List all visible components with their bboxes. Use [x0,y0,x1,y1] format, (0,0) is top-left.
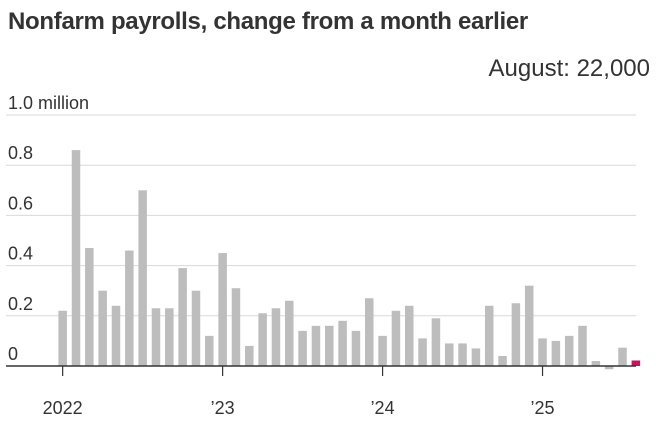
bar [271,308,281,366]
bar [85,248,94,366]
bar [151,308,161,366]
bar [138,190,147,366]
bar [351,330,361,366]
bar [631,360,641,366]
bar [231,288,241,366]
y-tick-label: 0 [8,344,18,364]
bar [245,345,254,366]
bar [405,305,414,366]
bar [591,360,601,366]
y-axis-ticks: 1.0 million 0.8 0.6 0.4 0.2 0 [8,93,89,364]
bar [218,253,227,366]
bar [564,335,574,366]
bar [258,313,267,366]
bar [125,250,134,366]
x-tick-label: 2022 [43,398,83,418]
bar [205,335,214,366]
y-tick-label: 0.6 [8,193,33,213]
y-tick-label: 0.2 [8,294,33,314]
x-tick-label: ’23 [211,398,235,418]
bar [325,325,334,366]
bar [58,310,67,366]
x-tick-label: ’24 [371,398,395,418]
latest-value-annotation: August: 22,000 [488,55,650,82]
x-axis-ticks: 2022 ’23 ’24 ’25 [43,366,555,418]
bar [418,338,427,366]
bar [111,305,121,366]
bar [551,340,561,366]
x-tick-label: ’25 [531,398,555,418]
bar [298,330,307,366]
bar [98,290,107,366]
bar [444,343,454,366]
bar [391,310,401,366]
chart-title: Nonfarm payrolls, change from a month ea… [8,8,528,35]
bar [378,335,387,366]
y-tick-label: 0.8 [8,143,33,163]
bar [431,318,441,366]
bar [471,348,481,366]
bar [191,290,201,366]
bar [604,366,614,370]
y-tick-label: 1.0 million [8,93,89,113]
bar [538,338,547,366]
bar [524,285,534,366]
bar [618,347,627,366]
grid-lines [6,114,636,317]
bar [365,298,374,366]
bar [498,355,507,366]
y-tick-label: 0.4 [8,244,33,264]
bar [578,325,587,366]
bar [285,300,294,366]
bar [71,150,81,366]
bar [338,320,347,366]
bar [458,343,467,366]
bar [311,325,321,366]
bar [484,305,494,366]
bars [58,150,641,370]
bar [511,303,521,366]
bar [165,308,174,366]
bar [178,268,187,366]
